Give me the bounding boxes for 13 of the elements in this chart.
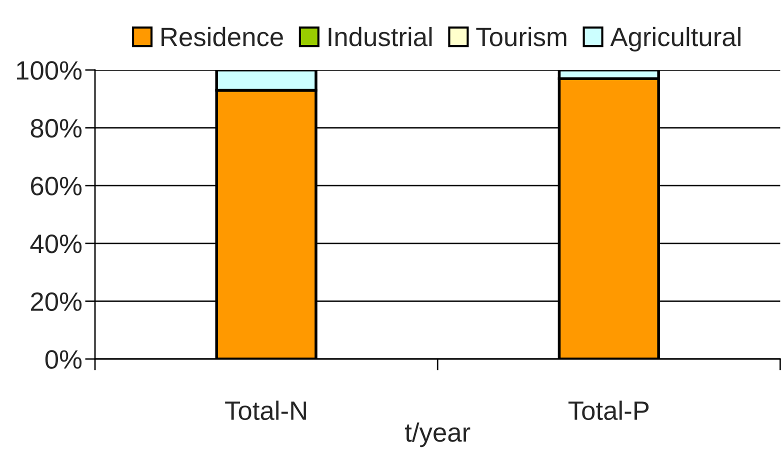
x-tick-label: Total-N <box>225 400 306 420</box>
x-tick-label: Total-P <box>568 400 649 420</box>
legend-label: Residence <box>162 26 283 46</box>
y-tick-label: 100% <box>17 61 82 80</box>
legend-label: Tourism <box>476 26 566 46</box>
legend-label: Agricultural <box>610 26 740 52</box>
y-tick-label: 40% <box>30 234 82 254</box>
x-axis-title: t/year <box>405 422 470 448</box>
legend-label: Industrial <box>328 26 432 46</box>
y-tick-label: 60% <box>31 176 82 196</box>
y-tick-label: 0% <box>45 350 82 369</box>
y-tick-label: 80% <box>30 118 82 138</box>
y-tick-label: 20% <box>31 292 82 312</box>
